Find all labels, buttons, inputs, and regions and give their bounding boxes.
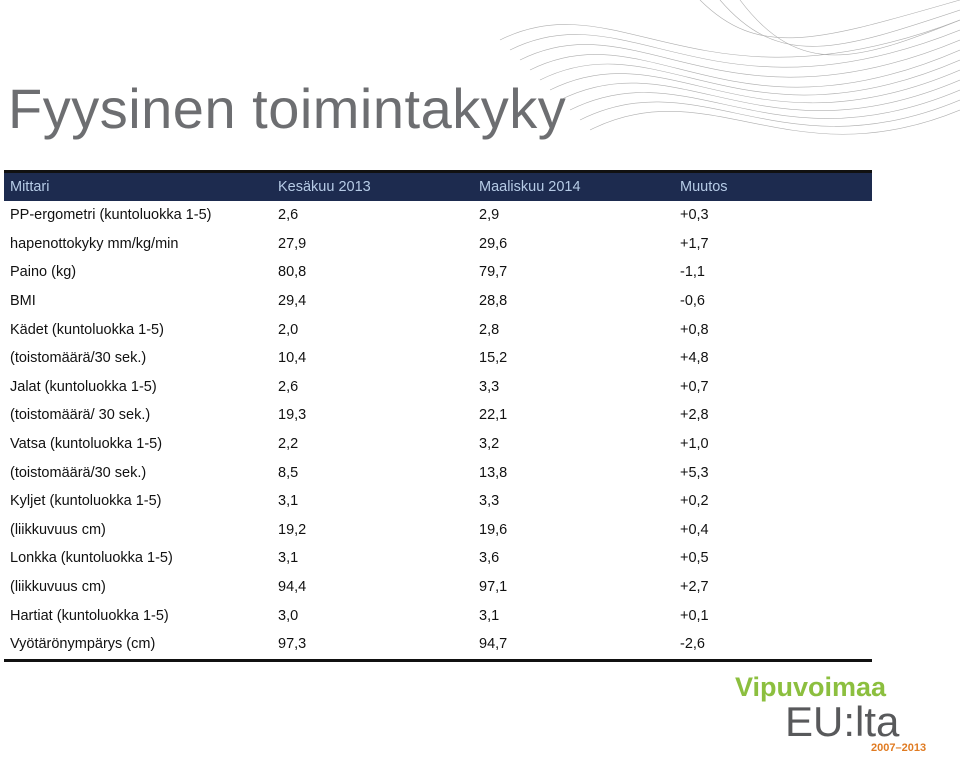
- table-cell: 3,1: [278, 550, 299, 567]
- table-cell: +0,8: [680, 321, 709, 338]
- table-cell: 2,0: [278, 321, 299, 338]
- table-cell: 10,4: [278, 350, 307, 367]
- table-cell: 2,2: [278, 436, 299, 453]
- logo-text: EU:lta: [785, 698, 900, 745]
- table-row: (toistomäärä/ 30 sek.) 19,3 22,1 +2,8: [4, 401, 872, 430]
- table-cell: +4,8: [680, 350, 709, 367]
- table-cell: Kädet (kuntoluokka 1-5): [10, 321, 164, 338]
- table-cell: 97,1: [479, 579, 508, 596]
- table-cell: 3,1: [278, 493, 299, 510]
- table-cell: 3,3: [479, 493, 500, 510]
- table-row: Kädet (kuntoluokka 1-5) 2,0 2,8 +0,8: [4, 315, 872, 344]
- table-cell: 94,7: [479, 636, 508, 653]
- table-cell: Paino (kg): [10, 264, 77, 281]
- table-cell: 3,1: [479, 607, 500, 624]
- table-cell: +0,1: [680, 607, 709, 624]
- table-cell: Jalat (kuntoluokka 1-5): [10, 378, 157, 395]
- table-cell: 3,6: [479, 550, 500, 567]
- table-cell: (toistomäärä/ 30 sek.): [10, 407, 151, 424]
- header-cell: Kesäkuu 2013: [272, 171, 473, 201]
- table-row: PP-ergometri (kuntoluokka 1-5) 2,6 2,9 +0,3: [4, 201, 872, 230]
- table-cell: -2,6: [680, 636, 705, 653]
- logo-years: 2007–2013: [871, 742, 927, 754]
- table-cell: (liikkuvuus cm): [10, 579, 106, 596]
- table-row: Kyljet (kuntoluokka 1-5) 3,1 3,3 +0,2: [4, 487, 872, 516]
- table-cell: 22,1: [479, 407, 508, 424]
- data-table: Mittari Kesäkuu 2013 Maaliskuu 2014 Muutos …: [4, 170, 872, 662]
- table-row: hapenottokyky mm/kg/min 27,9 29,6 +1,7: [4, 230, 872, 259]
- logo-text: Vipuvoimaa: [735, 672, 887, 702]
- table-cell: Kyljet (kuntoluokka 1-5): [10, 493, 162, 510]
- table-cell: 15,2: [479, 350, 508, 367]
- table-cell: +2,8: [680, 407, 709, 424]
- table-cell: Hartiat (kuntoluokka 1-5): [10, 607, 169, 624]
- table-row: Hartiat (kuntoluokka 1-5) 3,0 3,1 +0,1: [4, 601, 872, 630]
- wave-decoration: [499, 0, 960, 135]
- table-cell: +0,4: [680, 521, 709, 538]
- table-row: (toistomäärä/30 sek.) 10,4 15,2 +4,8: [4, 344, 872, 373]
- table-cell: 2,8: [479, 321, 500, 338]
- table-cell: -1,1: [680, 264, 705, 281]
- table-row: (toistomäärä/30 sek.) 8,5 13,8 +5,3: [4, 458, 872, 487]
- table-cell: hapenottokyky mm/kg/min: [10, 235, 179, 252]
- table-cell: +5,3: [680, 464, 709, 481]
- table-cell: 3,0: [278, 607, 299, 624]
- table-cell: +0,5: [680, 550, 709, 567]
- table-cell: +1,7: [680, 235, 709, 252]
- header-cell: Maaliskuu 2014: [473, 171, 674, 201]
- header-cell: Mittari: [4, 171, 272, 201]
- table-cell: Vatsa (kuntoluokka 1-5): [10, 436, 163, 453]
- table-cell: 19,3: [278, 407, 307, 424]
- table-cell: BMI: [10, 293, 36, 310]
- table-cell: 2,6: [278, 207, 299, 224]
- table-cell: 29,4: [278, 293, 307, 310]
- table-cell: +0,3: [680, 207, 709, 224]
- table-cell: 3,3: [479, 378, 500, 395]
- table-cell: 13,8: [479, 464, 508, 481]
- table-row: Lonkka (kuntoluokka 1-5) 3,1 3,6 +0,5: [4, 544, 872, 573]
- table-cell: (toistomäärä/30 sek.): [10, 464, 147, 481]
- table-cell: 80,8: [278, 264, 307, 281]
- title: Fyysinen toimintakyky: [8, 77, 567, 140]
- table-cell: PP-ergometri (kuntoluokka 1-5): [10, 207, 212, 224]
- table-cell: 19,2: [278, 521, 307, 538]
- table-cell: 94,4: [278, 579, 307, 596]
- table-cell: 19,6: [479, 521, 508, 538]
- table-cell: +0,2: [680, 493, 709, 510]
- table-cell: (liikkuvuus cm): [10, 521, 106, 538]
- table-cell: 28,8: [479, 293, 508, 310]
- table-row: Paino (kg) 80,8 79,7 -1,1: [4, 258, 872, 287]
- logo: Vipuvoimaa EU:lta 2007–2013: [735, 672, 955, 757]
- table-cell: 3,2: [479, 436, 500, 453]
- table-cell: -0,6: [680, 293, 705, 310]
- table-cell: 2,9: [479, 207, 500, 224]
- table-row: (liikkuvuus cm) 19,2 19,6 +0,4: [4, 516, 872, 545]
- table-cell: 97,3: [278, 636, 307, 653]
- table-cell: +1,0: [680, 436, 709, 453]
- table-cell: +0,7: [680, 378, 709, 395]
- table-cell: 8,5: [278, 464, 299, 481]
- table-header: Mittari Kesäkuu 2013 Maaliskuu 2014 Muutos: [4, 171, 872, 201]
- table-row: Vatsa (kuntoluokka 1-5) 2,2 3,2 +1,0: [4, 430, 872, 459]
- table-cell: 27,9: [278, 235, 307, 252]
- table-row: BMI 29,4 28,8 -0,6: [4, 287, 872, 316]
- table-cell: Vyötärönympärys (cm): [10, 636, 156, 653]
- table-cell: 29,6: [479, 235, 508, 252]
- table-cell: Lonkka (kuntoluokka 1-5): [10, 550, 173, 567]
- table-cell: 79,7: [479, 264, 508, 281]
- table-cell: 2,6: [278, 378, 299, 395]
- header-cell: Muutos: [674, 171, 872, 201]
- table-cell: +2,7: [680, 579, 709, 596]
- table-row: (liikkuvuus cm) 94,4 97,1 +2,7: [4, 573, 872, 602]
- table-cell: (toistomäärä/30 sek.): [10, 350, 147, 367]
- table-row: Vyötärönympärys (cm) 97,3 94,7 -2,6: [4, 630, 872, 660]
- table-row: Jalat (kuntoluokka 1-5) 2,6 3,3 +0,7: [4, 373, 872, 402]
